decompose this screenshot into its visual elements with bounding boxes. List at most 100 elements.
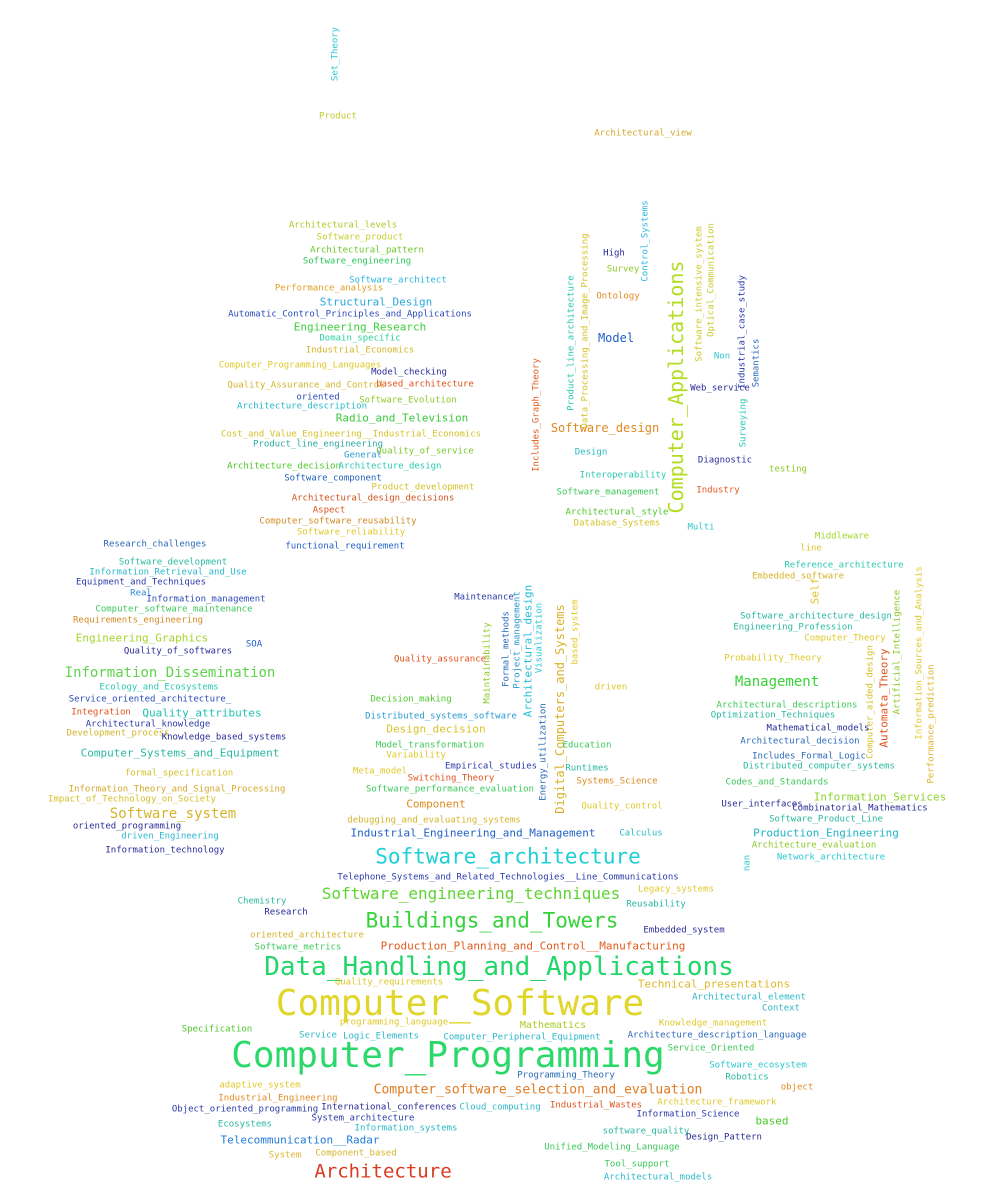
cloud-word: Energy_utilization [538,703,549,801]
cloud-word: Impact_of_Technology_on_Society [48,794,216,805]
cloud-word: Requirements_engineering [72,615,204,626]
cloud-word: adaptive_system [219,1080,301,1091]
cloud-word: Development_process [66,728,170,739]
cloud-word: Self [808,577,822,605]
cloud-word: Visualization [534,602,545,674]
cloud-word: Architectural_design_decisions [291,493,455,504]
cloud-word: Computer_Systems_and_Equipment [80,746,280,760]
cloud-word: Engineering_Research [293,320,427,334]
cloud-word: Logic_Elements [343,1031,419,1042]
cloud-word: Engineering_Profession [733,622,853,633]
cloud-word: Information_Sources_and_Analysis [914,566,925,740]
cloud-word: Computer_software_selection_and_evaluati… [373,1082,703,1098]
cloud-word: Software_development [118,557,228,568]
cloud-word: Architecture_description [236,401,368,412]
cloud-word: Database_Systems [573,518,661,529]
cloud-word: oriented_architecture [250,930,364,941]
cloud-word: Model [597,331,635,345]
cloud-word: Information_systems [354,1123,458,1134]
cloud-word: Network_architecture [776,852,886,863]
cloud-word: Surveying [738,398,749,448]
cloud-word: Software_design [550,421,660,435]
cloud-word: Architecture_evaluation [751,840,877,851]
cloud-word: Model_transformation [375,740,485,751]
cloud-word: driven_Engineering [121,831,219,842]
cloud-word: based_system [570,599,581,665]
cloud-word: Information_technology [105,845,225,856]
cloud-word: Information_Science [636,1109,740,1120]
cloud-word: Computer_Theory [804,633,886,644]
cloud-word: oriented [296,392,340,403]
cloud-word: Quality_Assurance_and_Control [227,380,385,391]
cloud-word: Mathematical_models [766,723,870,734]
cloud-word: Industrial_case_study [737,275,748,389]
cloud-word: Engineering_Graphics [75,631,209,645]
cloud-word: Cloud_computing [459,1102,541,1113]
cloud-word: Research_challenges [103,539,207,550]
cloud-word: System_architecture [311,1113,415,1124]
cloud-word: Architectural_levels [288,220,398,231]
cloud-word: Model_checking [371,367,447,378]
cloud-word: Data_Processing_and_Image_Processing [580,233,591,429]
cloud-word: Production_Engineering [753,826,899,840]
cloud-word: Artificial_Intelligence [892,589,903,715]
cloud-word: formal_specification [124,768,234,779]
cloud-word: Architectural_descriptions [716,700,858,711]
cloud-word: Telephone_Systems_and_Related_Technologi… [337,872,679,883]
cloud-word: Software_component [284,473,382,484]
cloud-word: User_interfaces [721,799,803,810]
cloud-word: Software_architecture [375,844,641,869]
cloud-word: Control_Systems [640,200,651,282]
cloud-word: Web_service [690,383,750,394]
cloud-word: Software_architecture_design [740,611,892,622]
cloud-word: Integration [71,707,131,718]
cloud-word: Legacy_systems [638,884,714,895]
cloud-word: Software_architect [349,275,447,286]
cloud-word: Industrial_Wastes [549,1100,643,1111]
cloud-word: Maintenance [454,592,514,603]
cloud-word: Ecology_and_Ecosystems [99,682,219,693]
cloud-word: Automatic_Control_Principles_and_Applica… [228,309,472,320]
cloud-word: International_conferences [321,1102,457,1113]
cloud-word: Multi [687,522,715,533]
cloud-word: Architectural_knowledge [85,719,211,730]
cloud-word: Component [406,797,466,811]
cloud-word: Architectural_style [565,507,669,518]
cloud-word: Architecture_description_language [627,1030,807,1041]
cloud-word: Software_system [109,806,237,822]
cloud-word: Quality_control [581,801,663,812]
cloud-word: Computer_Peripheral_Equipment [443,1032,601,1043]
cloud-word: Product_development [371,482,475,493]
cloud-word: Project_management [512,591,523,689]
cloud-word: Software_metrics [254,942,342,953]
cloud-word: Computer_aided_design [865,645,876,759]
cloud-word: debugging_and_evaluating_systems [347,815,521,826]
cloud-word: Formal_methods [501,611,512,687]
cloud-word: Architectural_pattern [310,245,424,256]
cloud-word: Technical_presentations [637,977,791,991]
cloud-word: Production_Planning_and_Control__Manufac… [380,939,686,953]
cloud-word: High [603,248,625,259]
cloud-word: Industrial_Engineering [218,1093,338,1104]
cloud-word: line [800,543,822,554]
cloud-word: Performance_prediction [926,664,937,784]
cloud-word: Computer_software_reusability [259,516,417,527]
cloud-word: Quality_attributes [142,706,262,720]
cloud-word: SOA [245,639,263,650]
cloud-word: Telecommunication__Radar [220,1133,380,1147]
cloud-word: Mathematics [519,1020,587,1031]
cloud-word: Calculus [619,828,663,839]
cloud-word: Information_Services [813,790,947,804]
cloud-word: Service [299,1030,337,1041]
cloud-word: nan [742,854,753,872]
cloud-word: Software_engineering_techniques [321,884,621,903]
cloud-word: Optical_Communication [706,223,717,337]
cloud-word: Equipment_and_Techniques [75,577,207,588]
cloud-word: Software_reliability [296,527,406,538]
cloud-word: oriented_programming [72,821,182,832]
cloud-word: Architectural_view [594,128,692,139]
cloud-word: Interoperability [579,470,667,481]
cloud-word: Programming_Theory [517,1070,615,1081]
cloud-word: Set_Theory [330,26,341,82]
